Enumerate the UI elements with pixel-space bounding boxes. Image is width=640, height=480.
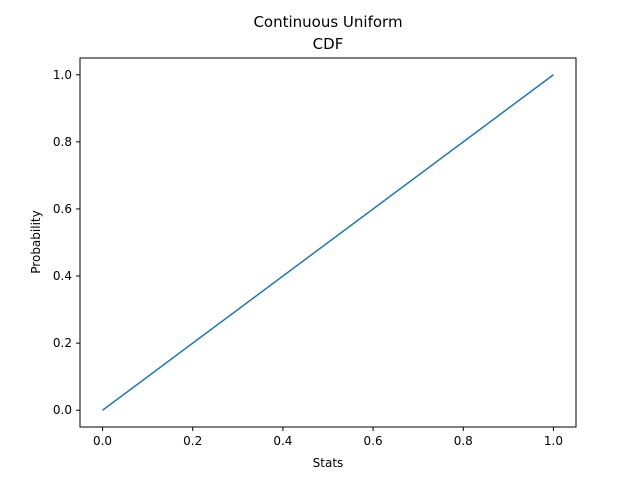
x-tick-label: 0.2 xyxy=(183,434,202,448)
plot-area: 0.0 0.2 0.4 0.6 0.8 1.0 0.0 0.2 0.4 0.6 0.8 1.0 xyxy=(53,57,577,448)
y-tick-label: 0.2 xyxy=(53,336,72,350)
y-tick-label: 0.8 xyxy=(53,135,72,149)
chart-title: Continuous Uniform xyxy=(253,13,402,31)
x-axis-ticks: 0.0 0.2 0.4 0.6 0.8 1.0 xyxy=(93,427,563,448)
x-tick-label: 1.0 xyxy=(544,434,563,448)
x-tick-label: 0.0 xyxy=(93,434,112,448)
y-axis-ticks: 0.0 0.2 0.4 0.6 0.8 1.0 xyxy=(53,68,80,417)
y-tick-label: 0.0 xyxy=(53,403,72,417)
y-tick-label: 1.0 xyxy=(53,68,72,82)
series-layer xyxy=(102,74,554,411)
y-tick-label: 0.4 xyxy=(53,269,72,283)
x-axis-label: Stats xyxy=(313,456,344,470)
series-line-0 xyxy=(102,74,554,411)
x-tick-label: 0.4 xyxy=(273,434,292,448)
x-tick-label: 0.6 xyxy=(364,434,383,448)
y-axis-label: Probability xyxy=(29,210,43,273)
chart-subtitle: CDF xyxy=(313,35,344,53)
plot-frame xyxy=(79,57,577,428)
y-tick-label: 0.6 xyxy=(53,202,72,216)
x-tick-label: 0.8 xyxy=(454,434,473,448)
